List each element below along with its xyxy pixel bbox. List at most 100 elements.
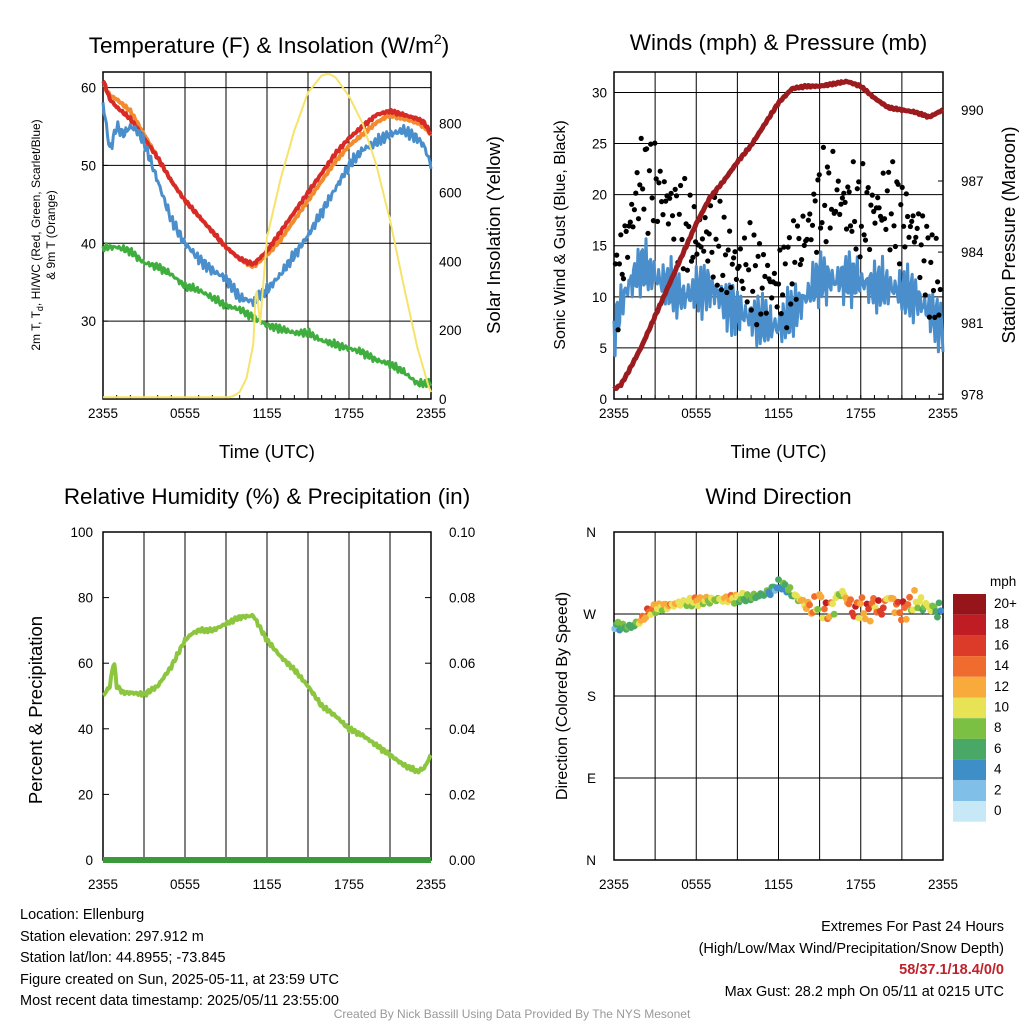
gust-point — [752, 263, 759, 269]
gust-point — [811, 191, 817, 197]
gust-point — [860, 161, 866, 167]
gust-point — [834, 187, 840, 193]
gust-point — [902, 244, 908, 250]
legend-label: 4 — [994, 762, 1002, 777]
gust-point — [614, 252, 620, 258]
gust-point — [930, 287, 937, 294]
x-tick-label: 1755 — [334, 877, 364, 892]
legend-label: 14 — [994, 658, 1010, 673]
gust-point — [808, 237, 814, 243]
gust-point — [732, 249, 738, 255]
x-tick-label: 1755 — [334, 406, 364, 421]
gust-point — [781, 244, 787, 250]
x-tick-label: 1155 — [764, 877, 793, 892]
gust-point — [669, 213, 676, 219]
direction-point — [766, 591, 774, 599]
series-insolation — [103, 72, 432, 399]
x-tick-label: 2355 — [416, 877, 446, 892]
gust-point — [899, 184, 905, 190]
gust-point — [765, 262, 771, 268]
y-tick-label: 100 — [70, 525, 93, 540]
gust-point — [720, 272, 726, 278]
gust-point — [890, 159, 896, 165]
gust-point — [909, 218, 915, 224]
gust-point — [656, 180, 662, 186]
gust-point — [812, 198, 818, 204]
gust-point — [876, 205, 882, 211]
gust-point — [706, 231, 712, 237]
gust-point — [620, 276, 627, 282]
series-dew_point — [101, 242, 433, 389]
x-axis-label: Time (UTC) — [219, 441, 315, 462]
y-tick-label: 50 — [81, 158, 96, 173]
gust-point — [644, 146, 650, 152]
gust-point — [856, 179, 862, 185]
gust-point — [747, 220, 753, 226]
legend-swatch — [953, 738, 986, 760]
gust-point — [716, 243, 722, 249]
gust-point — [917, 274, 923, 281]
y-tick-label: 30 — [592, 85, 607, 100]
figure-created: Figure created on Sun, 2025-05-11, at 23… — [20, 971, 339, 988]
plot-border — [613, 531, 944, 861]
gust-point — [661, 179, 667, 185]
gust-point — [748, 307, 754, 313]
gust-point — [737, 246, 744, 252]
gust-point — [852, 218, 858, 225]
gust-point — [907, 223, 914, 230]
y2-tick-label: 984 — [961, 245, 984, 260]
x-tick-label: 0555 — [170, 877, 200, 892]
gust-point — [650, 218, 657, 224]
gust-point — [895, 181, 901, 187]
legend-label: 8 — [994, 720, 1002, 735]
gust-point — [623, 228, 629, 234]
gust-point — [861, 232, 867, 238]
y-axis-label: Sonic Wind & Gust (Blue, Black) — [552, 120, 569, 349]
y2-tick-label: 987 — [961, 174, 984, 189]
gust-point — [805, 217, 812, 223]
gust-point — [698, 244, 704, 250]
chart-title: Wind Direction — [705, 484, 851, 509]
y2-tick-label: 0.10 — [449, 525, 475, 540]
gust-point — [612, 261, 619, 267]
legend-label: 18 — [994, 617, 1009, 632]
y-axis-label: Direction (Colored By Speed) — [554, 592, 571, 800]
gust-point — [850, 159, 856, 165]
y-tick-label: 0 — [85, 853, 93, 868]
gust-point — [782, 261, 788, 267]
y2-tick-label: 0 — [439, 392, 447, 407]
direction-point — [904, 601, 912, 608]
legend-swatch — [953, 635, 986, 657]
x-tick-label: 2355 — [928, 877, 958, 892]
y2-tick-label: 200 — [439, 323, 462, 338]
gust-point — [680, 266, 686, 272]
station-elevation: Station elevation: 297.912 m — [20, 928, 204, 945]
gust-point — [771, 270, 778, 276]
gust-point — [896, 261, 903, 267]
recent-timestamp: Most recent data timestamp: 2025/05/11 2… — [20, 993, 339, 1009]
gust-point — [686, 223, 692, 230]
gust-point — [690, 254, 696, 260]
series-pressure — [612, 78, 945, 392]
gust-point — [823, 239, 829, 245]
direction-point — [829, 600, 836, 608]
gust-point — [684, 267, 691, 273]
gust-point — [667, 195, 673, 201]
gust-point — [914, 225, 920, 231]
y2-tick-label: 0.08 — [449, 591, 475, 606]
gust-point — [868, 202, 874, 208]
legend-swatch — [953, 697, 986, 719]
station-location: Location: Ellenburg — [20, 907, 145, 923]
gust-point — [665, 221, 672, 227]
direction-point — [866, 617, 874, 625]
gust-point — [755, 253, 761, 259]
direction-point — [860, 610, 868, 617]
gust-point — [687, 192, 693, 198]
direction-point — [906, 593, 913, 601]
gust-point — [682, 175, 688, 182]
x-tick-label: 0555 — [681, 877, 711, 892]
extremes-info: Extremes For Past 24 Hours (High/Low/Max… — [699, 917, 1004, 1003]
gust-point — [935, 279, 941, 285]
gust-point — [633, 190, 639, 196]
gust-point — [905, 213, 911, 220]
